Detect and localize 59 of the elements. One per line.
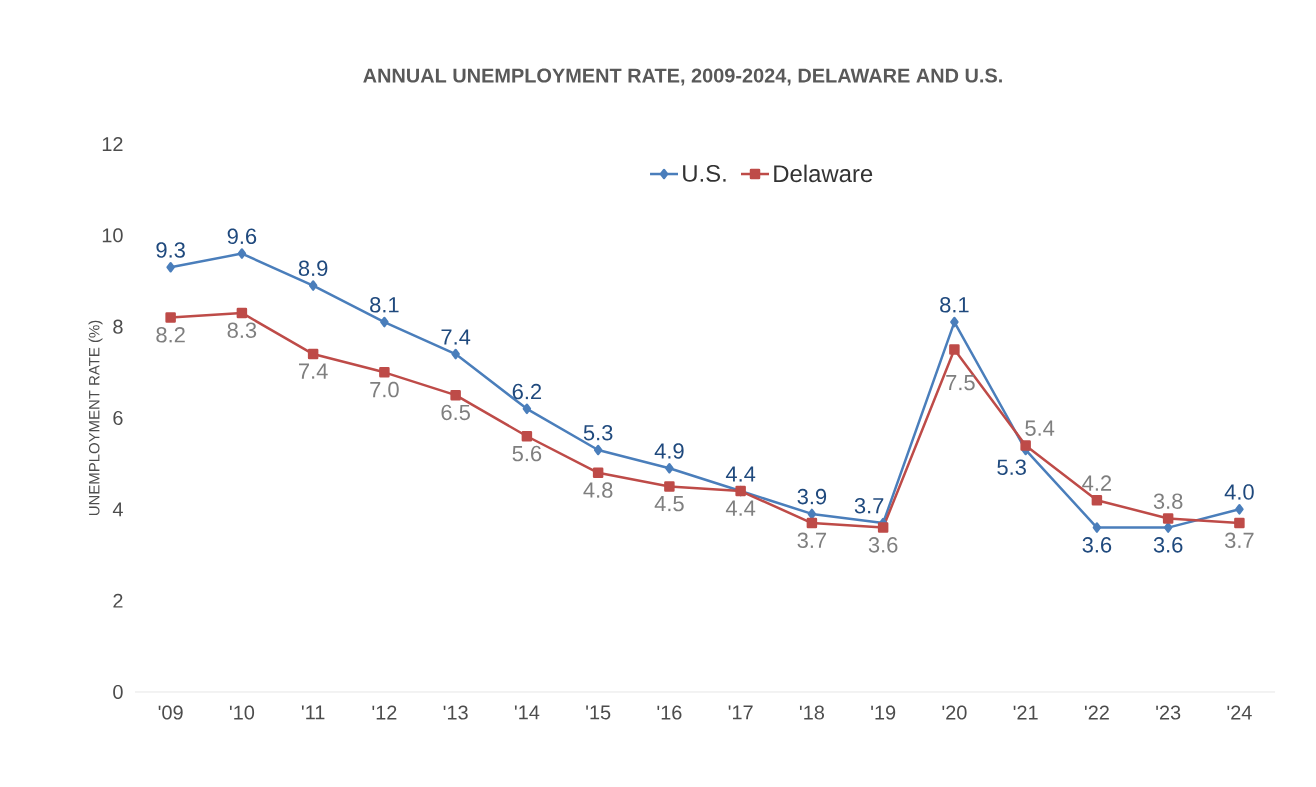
x-tick-label: '12: [372, 705, 397, 720]
x-tick-label: '23: [1156, 705, 1181, 720]
data-label: 9.3: [156, 242, 185, 258]
legend-label: Delaware: [774, 164, 873, 183]
data-label: 8.9: [298, 260, 328, 277]
data-label: 7.4: [299, 363, 328, 379]
data-label: 5.3: [583, 424, 613, 441]
y-tick-label: 0: [113, 684, 123, 700]
data-label: 4.4: [725, 500, 756, 516]
y-tick-label: 2: [113, 593, 123, 608]
y-axis-title: UNEMPLOYMENT RATE (%): [88, 320, 103, 516]
y-tick-label: 4: [112, 502, 123, 517]
x-tick-label: '13: [443, 705, 468, 720]
data-label: 3.6: [1153, 537, 1183, 553]
x-tick-label: '09: [158, 705, 183, 720]
y-tick-label: 8: [113, 319, 123, 334]
data-label: 5.6: [512, 445, 542, 462]
data-label: 6.2: [512, 383, 542, 400]
data-label: 5.4: [1025, 420, 1055, 436]
data-label: 4.0: [1224, 484, 1254, 500]
x-tick-label: '22: [1084, 705, 1109, 720]
y-tick-label: 10: [102, 228, 123, 243]
data-label: 8.3: [227, 322, 257, 338]
data-label: 3.9: [797, 488, 827, 505]
x-tick-label: '19: [871, 705, 896, 720]
chart-title: ANNUAL UNEMPLOYMENT RATE, 2009-2024, DELAWARE AND U.S.: [363, 68, 1002, 86]
data-label: 8.1: [370, 297, 399, 313]
data-label: 3.7: [797, 532, 827, 549]
legend-label: U.S.: [683, 164, 726, 182]
x-tick-label: '10: [229, 705, 255, 720]
x-tick-label: '15: [586, 705, 611, 720]
data-label: 4.8: [583, 482, 613, 498]
data-label: 7.5: [946, 375, 975, 391]
data-label: 7.0: [370, 381, 399, 398]
data-label: 3.7: [854, 497, 884, 514]
data-label: 3.7: [1224, 532, 1254, 549]
data-label: 4.5: [654, 496, 684, 512]
y-tick-label: 12: [102, 137, 123, 151]
x-tick-label: '21: [1013, 705, 1038, 720]
x-tick-label: '11: [301, 705, 325, 720]
data-label: 4.4: [725, 466, 756, 482]
data-label: 9.6: [227, 228, 257, 245]
data-label: 8.1: [940, 297, 969, 313]
x-tick-label: '14: [514, 705, 540, 720]
data-label: 3.6: [1082, 537, 1112, 553]
data-label: 7.4: [441, 329, 471, 345]
x-tick-label: '24: [1227, 705, 1252, 720]
y-tick-label: 6: [113, 410, 123, 426]
data-label: 3.8: [1153, 493, 1183, 509]
data-label: 3.6: [868, 537, 898, 553]
x-tick-label: '20: [942, 705, 967, 720]
data-label: 4.9: [654, 443, 684, 459]
data-label: 5.3: [997, 459, 1026, 475]
data-label: 4.2: [1082, 475, 1112, 491]
data-label: 6.5: [441, 404, 470, 421]
x-tick-label: '18: [799, 705, 825, 720]
x-tick-label: '16: [657, 705, 682, 720]
x-tick-label: '17: [728, 705, 753, 720]
data-label: 8.2: [156, 327, 185, 343]
